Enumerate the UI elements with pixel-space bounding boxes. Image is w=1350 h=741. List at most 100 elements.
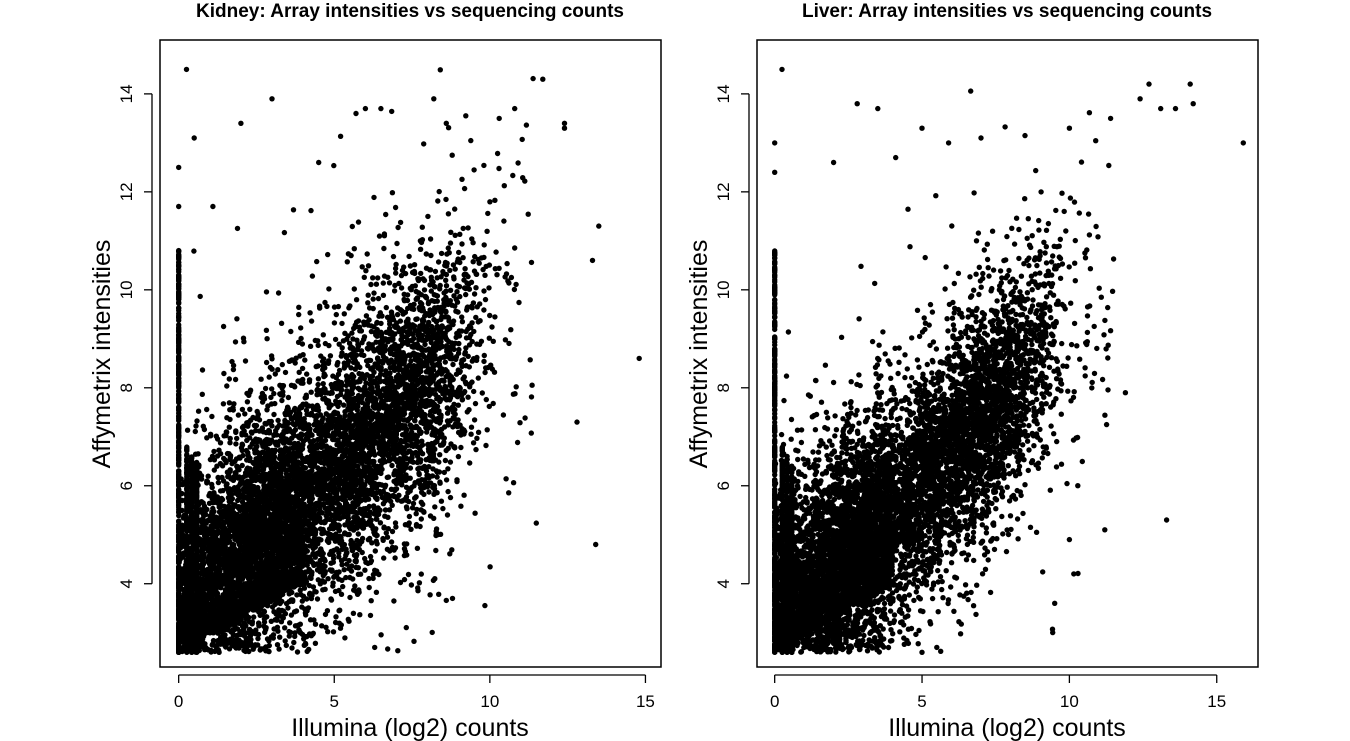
data-point [325, 251, 331, 258]
data-point [418, 499, 424, 505]
data-point [452, 206, 458, 212]
data-point [358, 328, 364, 334]
data-point [466, 286, 473, 292]
data-point [409, 381, 416, 387]
data-point [299, 598, 305, 604]
data-point [458, 392, 465, 398]
data-point [232, 339, 239, 345]
data-point [453, 308, 459, 314]
data-point [351, 286, 357, 292]
data-point [369, 373, 376, 379]
data-point [429, 413, 435, 419]
data-point [403, 429, 409, 435]
data-point [261, 608, 267, 614]
data-point [217, 488, 224, 494]
data-point [403, 494, 410, 500]
data-point [309, 452, 315, 458]
data-point [418, 393, 424, 400]
data-point [444, 345, 450, 351]
data-point [339, 320, 345, 327]
data-point [383, 304, 389, 311]
data-point [308, 633, 314, 639]
data-point [437, 67, 443, 73]
data-point [460, 376, 466, 382]
data-point [459, 176, 465, 182]
data-point [365, 300, 371, 306]
data-point [326, 405, 332, 411]
data-point [416, 370, 422, 376]
data-point [388, 346, 394, 352]
data-point [450, 318, 457, 324]
data-point [370, 296, 376, 302]
data-point [423, 379, 429, 385]
data-point [341, 311, 347, 317]
data-point [451, 293, 457, 299]
data-point [426, 489, 432, 495]
data-point [311, 446, 317, 453]
data-point [413, 523, 420, 529]
data-point [419, 224, 425, 230]
data-point [343, 574, 349, 581]
data-point [447, 298, 453, 304]
data-point [331, 385, 338, 391]
data-point [443, 477, 450, 483]
data-point [512, 245, 518, 251]
data-point [414, 545, 421, 551]
data-point [418, 571, 424, 577]
data-point [492, 314, 498, 320]
data-point [330, 552, 336, 559]
data-point [307, 343, 314, 349]
data-point [445, 466, 451, 472]
data-point [345, 358, 352, 364]
data-point [294, 649, 301, 655]
data-point [445, 245, 451, 251]
data-point [362, 495, 368, 501]
data-point [439, 323, 445, 329]
data-point [475, 375, 481, 381]
data-point [508, 327, 514, 333]
data-point [365, 458, 371, 464]
data-point [465, 394, 471, 400]
data-point [315, 541, 321, 547]
data-point [320, 381, 326, 387]
data-point [390, 317, 397, 323]
data-point [331, 547, 337, 554]
data-point [325, 629, 331, 635]
data-point [479, 390, 485, 396]
data-point [461, 185, 468, 192]
data-point [355, 571, 362, 577]
data-point [421, 354, 427, 360]
data-point [344, 550, 350, 556]
data-point [395, 224, 401, 231]
data-point [304, 371, 310, 377]
data-point [328, 596, 334, 602]
data-point [264, 336, 270, 342]
data-point [355, 318, 362, 324]
data-point [258, 376, 264, 382]
data-point [386, 507, 393, 513]
data-point [468, 424, 475, 430]
data-point [361, 352, 367, 359]
data-point [327, 516, 333, 522]
data-point [370, 470, 377, 477]
data-point [469, 305, 475, 311]
data-point [354, 487, 360, 493]
data-point [384, 474, 390, 481]
data-point [415, 585, 421, 591]
data-point [336, 527, 343, 534]
data-point [322, 563, 328, 570]
data-point [405, 318, 411, 325]
data-point [336, 367, 343, 374]
data-point [378, 632, 384, 638]
data-point [269, 366, 275, 372]
data-point [406, 253, 412, 260]
data-point [244, 437, 250, 444]
data-point [408, 287, 414, 293]
data-point [247, 628, 254, 634]
data-point [397, 307, 404, 313]
data-point [400, 354, 406, 361]
data-point [431, 348, 437, 354]
data-point [447, 459, 454, 465]
data-point [279, 361, 285, 368]
data-point [230, 366, 237, 373]
